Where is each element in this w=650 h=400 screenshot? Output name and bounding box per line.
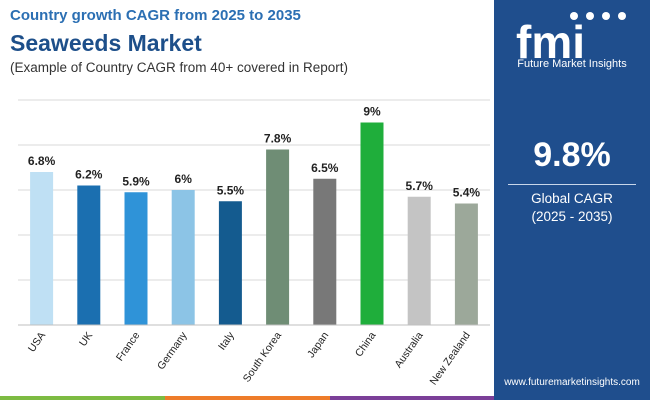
data-label: 5.9%: [122, 174, 150, 188]
bar-south-korea: [266, 149, 290, 325]
bar-italy: [218, 201, 242, 325]
data-label: 6.5%: [311, 161, 339, 175]
fmi-logo-icon: fmi: [516, 12, 626, 68]
bottom-bar-blue: [494, 396, 650, 400]
x-tick-label: New Zealand: [428, 330, 473, 388]
panel-divider: [508, 184, 636, 185]
bar-japan: [313, 178, 337, 325]
logo-letters: fmi: [516, 16, 585, 68]
data-label: 6%: [175, 172, 193, 186]
bar-germany: [171, 190, 195, 325]
x-tick-label: Australia: [392, 330, 425, 370]
bar-new-zealand: [454, 203, 478, 325]
x-tick-label: Japan: [305, 330, 331, 360]
chart-title: Seaweeds Market: [10, 30, 202, 56]
bar-chart: 6.8% USA 6.2% UK 5.9% France 6% Germany 5.5% Ital…: [18, 98, 490, 390]
global-cagr-value: 9.8%: [533, 136, 611, 174]
chart-note: (Example of Country CAGR from 40+ covere…: [10, 60, 349, 75]
data-label: 5.4%: [453, 186, 481, 200]
bar-australia: [407, 196, 431, 325]
data-label: 5.7%: [406, 179, 434, 193]
global-cagr-label: Global CAGR: [531, 191, 613, 206]
global-cagr-range: (2025 - 2035): [531, 209, 613, 224]
data-label: 6.2%: [75, 168, 103, 182]
x-tick-label: Italy: [216, 329, 237, 352]
x-tick-label: Germany: [155, 329, 190, 372]
bar-china: [360, 122, 384, 325]
bottom-bar-orange: [165, 396, 330, 400]
x-tick-label: France: [114, 330, 143, 364]
bar-uk: [77, 185, 101, 325]
bottom-bar-green: [0, 396, 165, 400]
brand-name: Future Market Insights: [517, 58, 627, 70]
website-link[interactable]: www.futuremarketinsights.com: [504, 377, 640, 388]
header: Country growth CAGR from 2025 to 2035 Se…: [10, 6, 490, 77]
bar-chart-svg: 6.8% USA 6.2% UK 5.9% France 6% Germany 5.5% Ital…: [18, 99, 490, 388]
data-label: 9%: [363, 105, 381, 119]
bar-usa: [30, 172, 54, 325]
x-tick-label: China: [353, 330, 379, 359]
x-tick-label: USA: [26, 330, 48, 355]
bar-france: [124, 192, 148, 325]
data-label: 5.5%: [217, 183, 245, 197]
chart-subtitle: Country growth CAGR from 2025 to 2035: [10, 7, 301, 24]
data-label: 7.8%: [264, 132, 292, 146]
x-tick-label: UK: [77, 330, 95, 349]
data-label: 6.8%: [28, 154, 56, 168]
info-panel: fmi Future Market Insights 9.8% Global C…: [494, 0, 650, 400]
x-tick-label: South Korea: [241, 330, 284, 385]
bottom-bar-purple: [330, 396, 494, 400]
